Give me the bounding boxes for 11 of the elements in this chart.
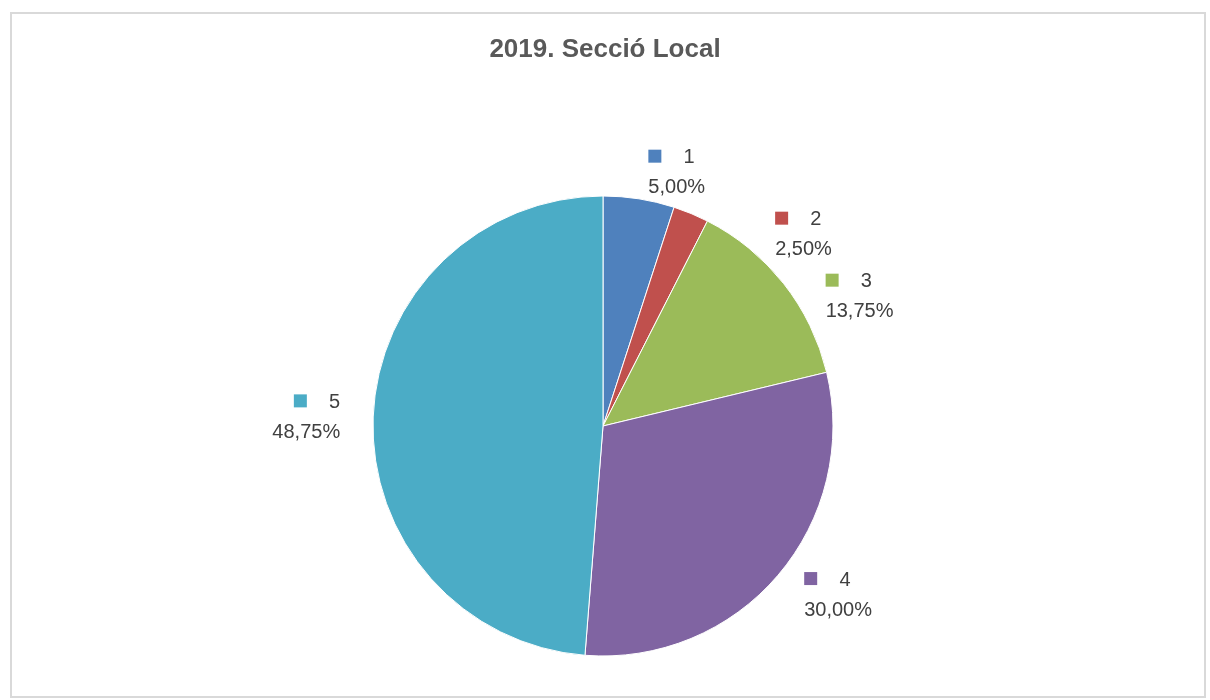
legend-label: 2	[788, 207, 822, 230]
data-label: 48,75%	[272, 419, 341, 442]
legend-label: 5	[306, 389, 341, 412]
data-label: 5,00%	[648, 175, 706, 198]
legend-label: 1	[661, 145, 695, 168]
data-label: 13,75%	[825, 299, 894, 322]
data-label: 2,50%	[775, 237, 833, 260]
legend-label: 3	[838, 269, 872, 292]
chart-title: 2019. Secció Local	[489, 33, 721, 63]
legend-label: 4	[817, 567, 851, 590]
data-label: 30,00%	[804, 597, 873, 620]
